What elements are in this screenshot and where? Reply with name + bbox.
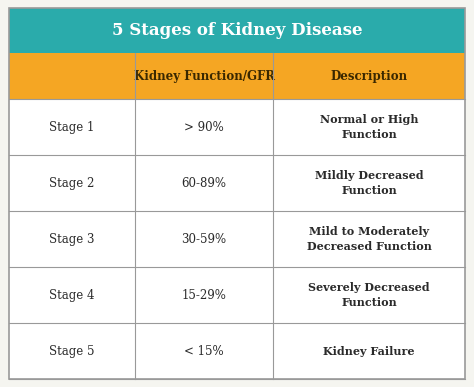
Text: 15-29%: 15-29% <box>182 289 227 302</box>
Text: Severely Decreased
Function: Severely Decreased Function <box>308 283 430 308</box>
Text: Stage 4: Stage 4 <box>49 289 95 302</box>
FancyBboxPatch shape <box>9 155 465 211</box>
FancyBboxPatch shape <box>9 267 465 323</box>
Text: 30-59%: 30-59% <box>182 233 227 246</box>
Text: Mild to Moderately
Decreased Function: Mild to Moderately Decreased Function <box>307 226 431 252</box>
FancyBboxPatch shape <box>9 8 465 53</box>
Text: Stage 2: Stage 2 <box>49 176 95 190</box>
Text: Stage 5: Stage 5 <box>49 345 95 358</box>
Text: Kidney Function/GFR: Kidney Function/GFR <box>134 70 274 83</box>
Text: Description: Description <box>330 70 408 83</box>
FancyBboxPatch shape <box>9 53 465 99</box>
Text: < 15%: < 15% <box>184 345 224 358</box>
FancyBboxPatch shape <box>9 323 465 379</box>
Text: Mildly Decreased
Function: Mildly Decreased Function <box>315 170 423 196</box>
Text: Stage 3: Stage 3 <box>49 233 95 246</box>
Text: Normal or High
Function: Normal or High Function <box>319 114 418 140</box>
Text: 5 Stages of Kidney Disease: 5 Stages of Kidney Disease <box>112 22 362 39</box>
FancyBboxPatch shape <box>9 211 465 267</box>
Text: 60-89%: 60-89% <box>182 176 227 190</box>
Text: > 90%: > 90% <box>184 121 224 134</box>
Text: Kidney Failure: Kidney Failure <box>323 346 415 357</box>
Text: Stage 1: Stage 1 <box>49 121 95 134</box>
FancyBboxPatch shape <box>9 99 465 155</box>
